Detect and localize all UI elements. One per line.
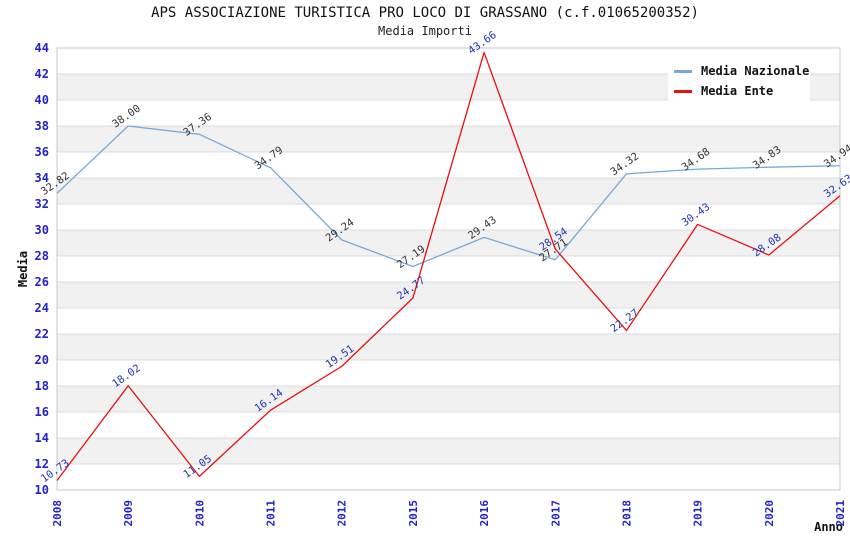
y-tick-label: 32 [35, 197, 49, 211]
grid-band [57, 386, 840, 412]
x-tick-label: 2008 [51, 500, 64, 527]
point-label: 30.43 [680, 201, 713, 229]
legend: Media Nazionale Media Ente [668, 57, 810, 105]
legend-label: Media Ente [701, 84, 774, 98]
point-label: 43.66 [466, 29, 499, 57]
x-tick-label: 2018 [620, 500, 633, 527]
chart-subtitle: Media Importi [378, 24, 472, 38]
y-axis-title: Media [16, 251, 30, 287]
y-tick-label: 10 [35, 483, 49, 497]
y-tick-label: 22 [35, 327, 49, 341]
y-tick-label: 24 [35, 301, 49, 315]
grid-band [57, 282, 840, 308]
x-tick-label: 2021 [834, 500, 847, 527]
y-tick-label: 26 [35, 275, 49, 289]
y-tick-label: 20 [35, 353, 49, 367]
grid-band [57, 178, 840, 204]
x-tick-label: 2011 [265, 500, 278, 527]
legend-item-media-ente: Media Ente [674, 84, 810, 98]
x-tick-label: 2016 [478, 500, 491, 527]
y-tick-label: 12 [35, 457, 49, 471]
point-label: 34.32 [608, 150, 641, 178]
grid-band [57, 126, 840, 152]
plot-border [56, 47, 841, 491]
y-tick-label: 16 [35, 405, 49, 419]
point-label: 22.27 [608, 307, 641, 335]
legend-swatch-ente-icon [674, 89, 692, 93]
x-tick-label: 2010 [193, 500, 206, 527]
y-tick-label: 34 [35, 171, 49, 185]
y-tick-label: 18 [35, 379, 49, 393]
series-line-media-ente [56, 51, 841, 481]
y-tick-label: 36 [35, 145, 49, 159]
y-tick-label: 38 [35, 119, 49, 133]
grid-band [57, 438, 840, 464]
chart-title: APS ASSOCIAZIONE TURISTICA PRO LOCO DI G… [151, 5, 699, 21]
x-tick-label: 2017 [549, 500, 562, 527]
legend-label: Media Nazionale [701, 64, 810, 78]
x-tick-label: 2009 [122, 500, 135, 527]
series-line-media-nazionale [56, 125, 841, 268]
y-tick-label: 40 [35, 93, 49, 107]
x-tick-label: 2015 [407, 500, 420, 527]
legend-swatch-nazionale-icon [674, 69, 692, 73]
grid-band [57, 334, 840, 360]
x-tick-label: 2019 [692, 500, 705, 527]
x-tick-label: 2012 [336, 500, 349, 527]
legend-item-media-nazionale: Media Nazionale [674, 64, 810, 78]
x-tick-label: 2020 [763, 500, 776, 527]
x-axis-title: Anno [814, 520, 843, 534]
y-tick-label: 28 [35, 249, 49, 263]
y-tick-label: 30 [35, 223, 49, 237]
y-tick-label: 44 [35, 41, 49, 55]
y-tick-label: 14 [35, 431, 49, 445]
y-tick-label: 42 [35, 67, 49, 81]
